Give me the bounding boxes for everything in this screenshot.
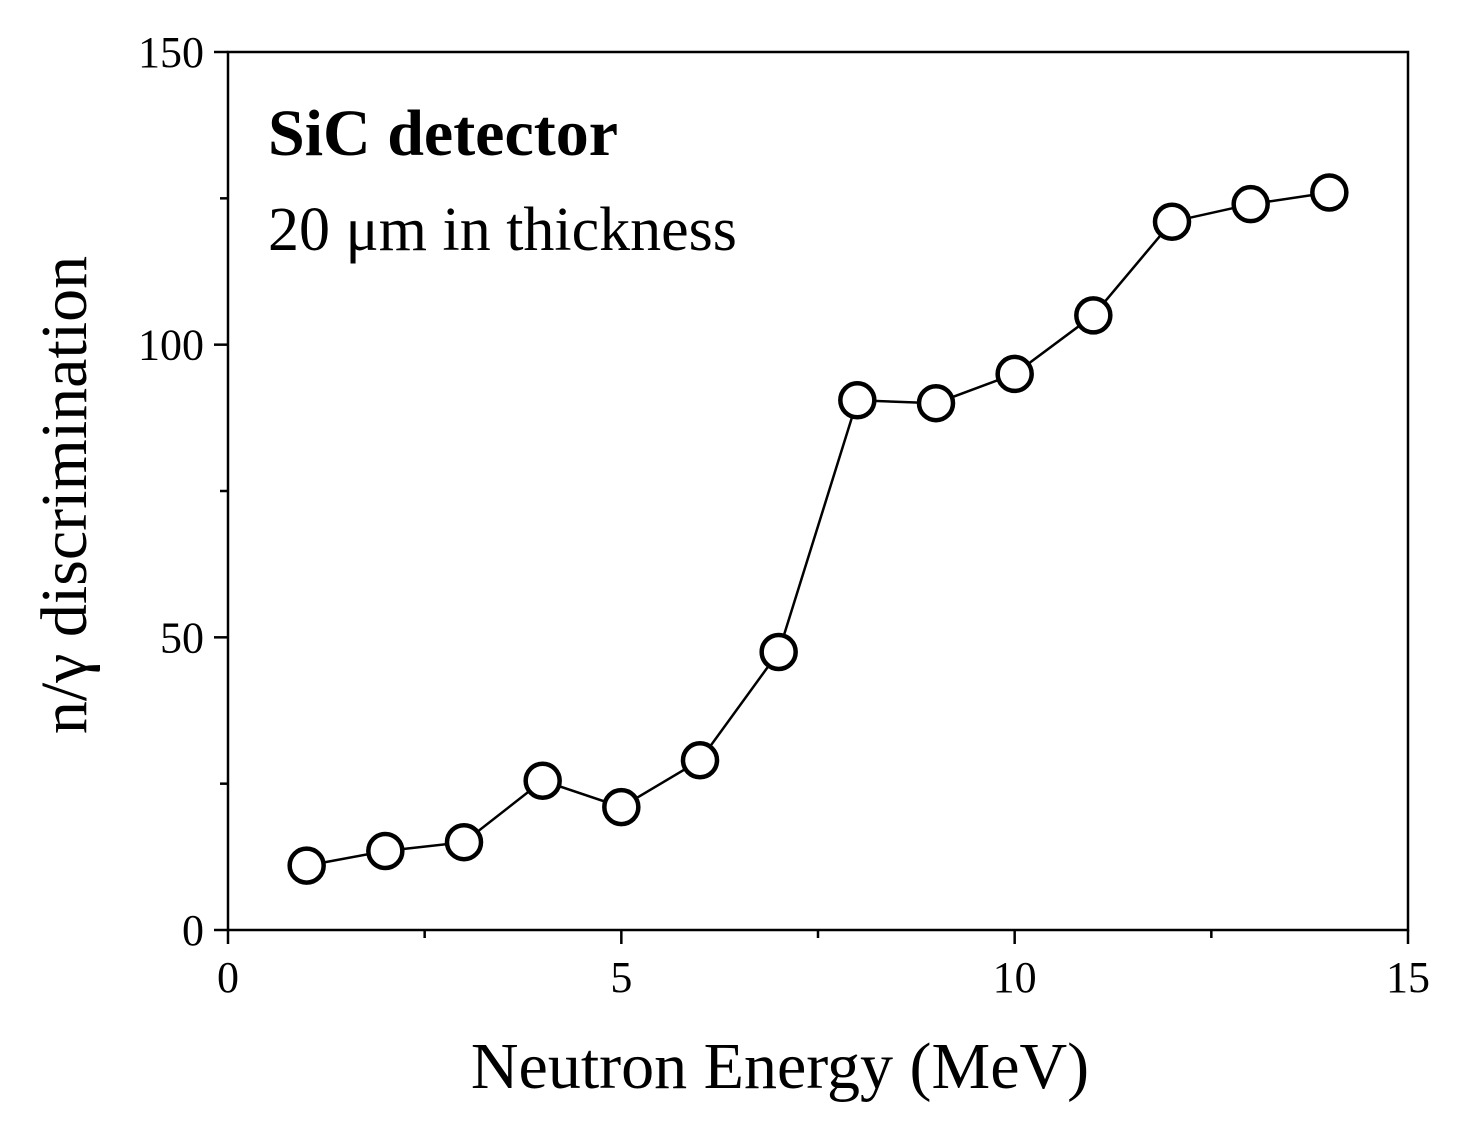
series-markers — [287, 173, 1349, 885]
x-tick-label: 0 — [217, 953, 239, 1002]
data-point — [366, 831, 405, 871]
series-line — [306, 191, 1330, 867]
y-tick-label: 150 — [138, 28, 204, 77]
data-point — [287, 846, 326, 885]
data-point — [838, 381, 877, 420]
y-tick-label: 100 — [138, 321, 204, 370]
x-tick-label: 10 — [993, 953, 1037, 1002]
x-tick-label: 15 — [1386, 953, 1430, 1002]
data-point — [444, 822, 484, 862]
data-point — [1310, 173, 1349, 212]
x-tick-label: 5 — [610, 953, 632, 1002]
plot-frame — [226, 50, 1410, 932]
data-point — [602, 787, 641, 827]
data-point — [759, 632, 798, 672]
y-tick-label: 0 — [182, 906, 204, 955]
data-point — [995, 354, 1034, 394]
x-axis-title: Neutron Energy (MeV) — [471, 1030, 1089, 1103]
annotation-title: SiC detector — [268, 97, 618, 170]
annotation-subtitle: 20 μm in thickness — [268, 196, 737, 264]
axis-ticks — [214, 50, 1410, 944]
data-point — [1231, 184, 1270, 224]
data-point — [1074, 296, 1113, 335]
data-point — [916, 383, 956, 423]
y-axis-title: n/γ discrimination — [28, 256, 101, 734]
data-point — [523, 761, 562, 800]
y-tick-label: 50 — [160, 613, 204, 662]
data-point — [680, 741, 720, 780]
data-point — [1152, 202, 1192, 241]
